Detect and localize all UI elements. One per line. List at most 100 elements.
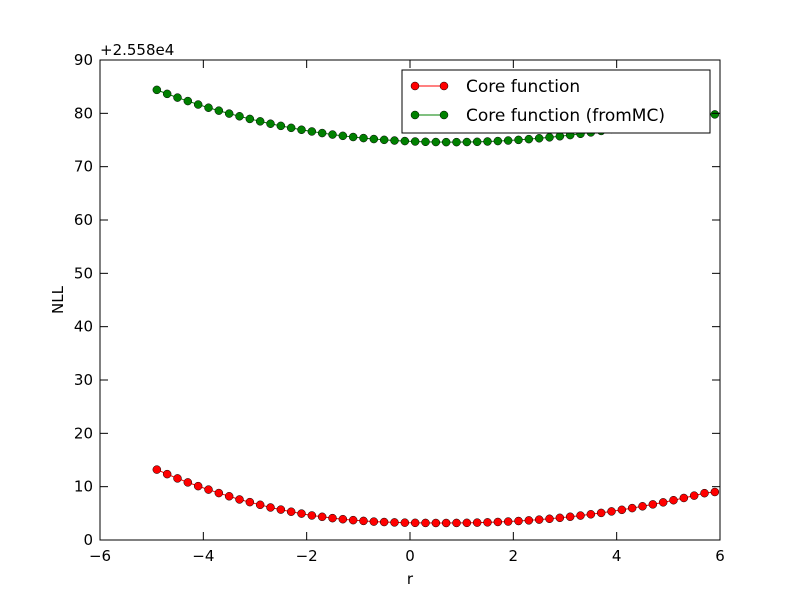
x-tick-label: 2 [509,547,519,565]
data-point [359,133,368,143]
data-point [390,518,399,527]
data-point [152,85,162,95]
data-point [338,514,348,524]
legend-box [401,69,711,134]
data-point [441,137,451,147]
data-point [472,137,482,147]
data-point [524,134,534,144]
y-axis-label: NLL [49,285,67,314]
data-point [245,497,255,507]
y-tick-label: 70 [74,158,93,176]
data-point [462,137,472,147]
y-tick-label: 50 [74,264,93,282]
y-tick-label: 30 [74,371,93,389]
data-point [400,136,410,146]
y-tick-label: 60 [74,211,93,229]
data-point [483,137,492,146]
y-tick-label: 80 [74,104,93,122]
legend-marker-frommc [439,110,449,120]
data-point [421,518,430,528]
data-point [338,131,348,141]
data-point [483,518,492,527]
data-point [297,125,306,135]
x-tick-label: 6 [715,547,725,565]
x-tick-label: −2 [296,547,318,565]
data-point [658,498,668,507]
data-point [503,517,513,526]
data-point [514,135,523,145]
data-point [255,500,265,510]
data-point [452,137,461,147]
data-point [359,516,368,526]
data-point [534,515,544,524]
data-point [596,508,606,518]
data-point [286,507,296,516]
data-point [700,488,709,498]
data-point [441,518,451,528]
y-tick-label: 90 [74,51,93,69]
data-point [627,503,637,513]
data-point [307,127,317,136]
data-point [379,517,389,527]
data-point [379,135,389,145]
data-point [369,134,379,144]
data-point [173,474,182,483]
x-tick-label: 4 [612,547,622,565]
data-point [266,119,275,128]
series-layer [152,85,720,528]
data-point [276,505,286,514]
data-point [255,117,265,126]
data-point [493,517,503,527]
data-point [297,509,306,518]
data-point [328,513,337,523]
data-point [534,134,544,143]
data-point [235,112,244,121]
data-point [214,488,224,498]
data-point [183,478,193,487]
y-tick-label: 20 [74,424,93,442]
data-point [348,515,358,525]
data-point [710,487,720,497]
y-tick-label: 0 [83,531,93,549]
x-tick-label: 0 [405,547,415,565]
legend-label-frommc: Core function (fromMC) [466,106,665,126]
data-point [565,512,575,521]
legend-marker-core [410,81,420,91]
data-point [431,518,441,528]
data-point [472,518,482,527]
data-point [152,465,162,474]
axis-offset-label: +2.558e4 [100,41,174,59]
data-point [348,132,358,142]
data-point [193,100,203,109]
data-point [421,137,430,147]
data-point [617,505,627,515]
legend-label-core: Core function [466,77,580,97]
data-point [514,516,523,526]
data-point [183,96,193,106]
data-point [431,137,441,147]
data-point [390,136,399,145]
data-point [410,137,420,146]
data-point [462,518,472,528]
data-point [410,518,420,528]
data-point [162,469,172,479]
data-point [576,511,585,520]
data-point [586,510,596,519]
data-point [266,503,275,512]
data-point [245,114,255,124]
data-point [204,103,213,112]
data-point [638,502,647,511]
data-point [235,495,244,504]
data-point [545,514,554,524]
data-point [286,123,296,133]
x-tick-label: −6 [89,547,111,565]
y-tick-label: 40 [74,318,93,336]
data-point [555,513,565,523]
data-point [669,495,678,505]
data-point [224,492,234,501]
data-point [276,121,286,131]
data-point [224,109,234,118]
data-point [524,516,534,525]
